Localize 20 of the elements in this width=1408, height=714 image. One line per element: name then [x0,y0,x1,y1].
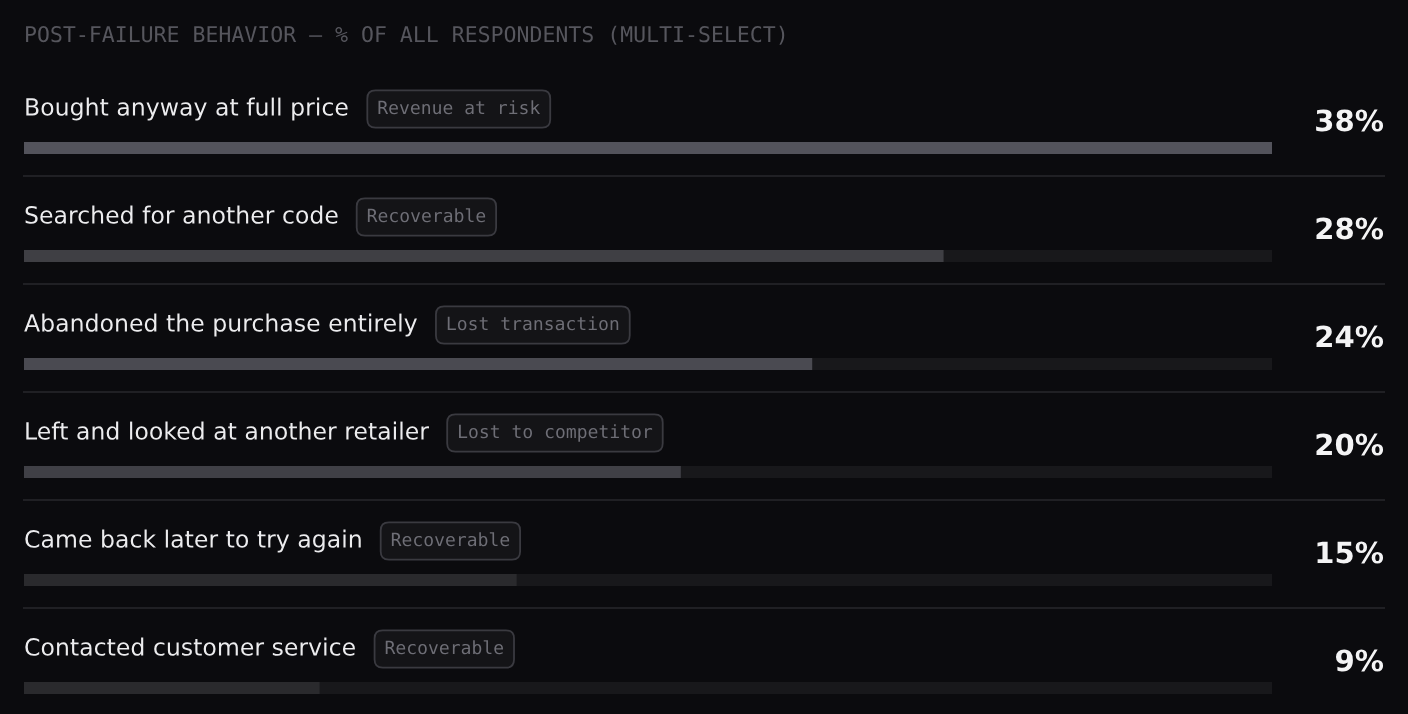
data-label: 38% [1316,109,1384,132]
y-tick-label: Contacted customer service [25,637,355,656]
data-label: 20% [1316,433,1384,456]
annotation: Recoverable [367,208,486,223]
y-tick-label: Left and looked at another retailer [26,421,429,440]
data-label: 28% [1316,217,1384,240]
annotation: Lost to competitor [459,424,653,442]
data-label: 15% [1317,541,1384,564]
y-tick-label: Came back later to try again [25,529,361,553]
data-label: 24% [1316,325,1384,348]
annotation: Lost transaction [447,316,619,331]
annotation: Recoverable [385,640,504,655]
y-tick-label: Bought anyway at full price [26,97,348,121]
y-tick-label: Searched for another code [25,205,338,224]
annotation: Recoverable [391,532,510,547]
bar [24,682,320,694]
data-label: 9% [1335,649,1384,672]
chart-title: POST-FAILURE BEHAVIOR — % OF ALL RESPONDENTS (MULTI-SELECT) [26,25,785,45]
y-tick-label: Abandoned the purchase entirely [24,313,417,337]
annotation: Revenue at risk [378,100,541,115]
